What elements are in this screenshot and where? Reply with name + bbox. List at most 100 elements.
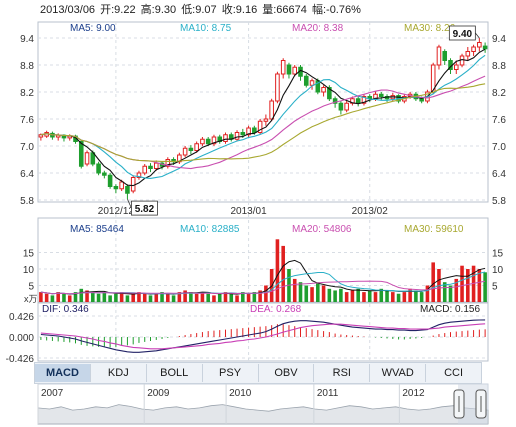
legend-ma20: MA20: 8.38 [292,23,344,34]
volume-bar [396,293,401,302]
annotation-label: 9.40 [453,29,473,40]
candle-body [240,132,246,136]
volume-bar [281,245,285,302]
tab-boll[interactable]: BOLL [147,364,203,382]
volume-panel [37,217,489,303]
volume-bar [56,292,60,302]
tab-cci[interactable]: CCI [444,367,464,379]
volume-bar [102,292,107,302]
volume-bar [339,288,343,302]
volume-bar [350,290,355,302]
volume-bar [67,295,72,302]
candle-body [125,186,130,194]
candle-body [280,60,286,75]
volume-bar [258,290,262,302]
volume-bar [419,292,424,302]
volume-tick-left: 10 [23,265,35,276]
candle-body [119,181,124,190]
price-tick-right: 9.4 [492,34,506,45]
timeline-year-label: 2012 [402,388,425,399]
price-tick-right: 5.8 [492,196,506,207]
volume-bar [241,292,245,302]
volume-bar [212,295,216,302]
volume-tick-left: 15 [23,249,35,260]
volume-bar [425,285,430,302]
volume-bar [292,278,297,302]
candle-body [205,138,211,145]
dif-line [40,319,486,353]
candle-body [84,152,90,165]
volume-bar [154,293,159,302]
volume-bar [333,290,337,302]
volume-bar [275,239,280,302]
volume-bar [131,293,135,302]
volume-bar [206,293,210,302]
candle-body [286,64,292,75]
price-tick-right: 8.8 [492,61,506,72]
candle-body [130,177,136,192]
volume-bar [194,293,199,302]
tab-psy[interactable]: PSY [203,364,259,382]
candle-body [303,75,309,86]
volume-tick-left: 5 [28,282,34,293]
candle-body [177,154,182,163]
legend-ma5: MA5: 9.00 [70,23,116,34]
volume-bar [362,292,366,302]
volume-bar [442,282,447,302]
timeline-overview-area [37,404,489,425]
candle-body [142,165,148,174]
price-tick-right: 6.4 [492,169,506,180]
volume-bar [477,269,482,302]
legend-vol-ma10: MA10: 82885 [180,224,240,235]
candle-body [200,138,205,145]
volume-bar [402,292,407,302]
dea-line [40,323,486,350]
tab-rsi[interactable]: RSI [314,364,371,382]
candle-body [453,64,459,70]
tab-macd[interactable]: MACD [35,364,91,382]
candle-body [477,42,482,48]
volume-bar [62,293,66,302]
tab-obv[interactable]: OBV [259,364,315,382]
price-tick-left: 8.2 [20,88,34,99]
x-tick-label: 2013/01 [230,206,267,217]
volume-bar [379,288,384,302]
volume-bar [483,272,487,302]
candle-body [165,159,171,167]
candle-body [309,80,315,86]
annotation-leader [127,198,132,209]
candle-body [102,172,107,176]
price-tick-right: 7.6 [492,115,506,126]
volume-bar [414,290,418,302]
candle-body [327,87,332,100]
volume-bar [125,295,130,302]
volume-bar [171,295,176,302]
indicator-tabs: MACD KDJ BOLL PSY OBV RSI WVAD CCI [34,362,482,384]
volume-bar [91,292,95,302]
candle-body [182,147,188,156]
candle-body [148,165,153,169]
header-date: 2013/03/06 [40,4,96,16]
candle-body [257,120,263,133]
volume-bar [177,292,182,302]
candle-body [275,73,280,102]
tab-kdj[interactable]: KDJ [91,364,147,382]
volume-bar [189,292,193,302]
volume-bar [316,282,320,302]
candle-body [332,98,338,104]
volume-bar [166,293,170,302]
macd-tick-left: 0.426 [9,312,34,323]
volume-bar [321,285,326,302]
timeline-year-label: 2009 [147,388,170,399]
candle-body [78,141,84,167]
tab-wvad[interactable]: WVAD [370,364,427,382]
volume-bar [50,295,55,302]
timeline-year-label: 2010 [229,388,252,399]
legend-ma30: MA30: 8.26 [404,23,456,34]
volume-bar [373,292,378,302]
volume-bar [44,293,49,302]
volume-bar [229,293,234,302]
header-change: 幅:-0.76% [311,4,361,16]
volume-bar [252,292,257,302]
header-volume: 量:66674 [262,4,307,16]
